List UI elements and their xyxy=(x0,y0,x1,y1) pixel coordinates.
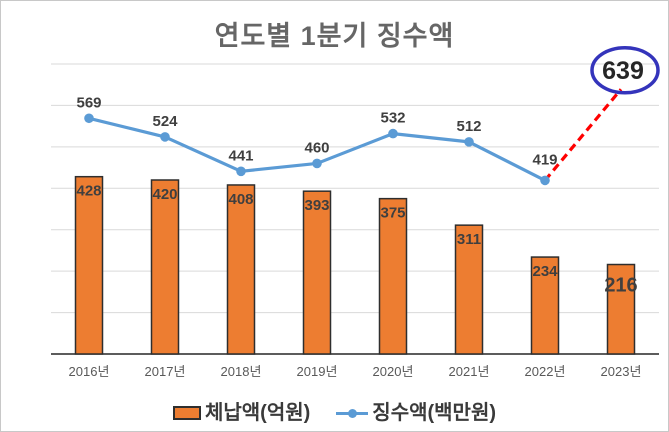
legend-line-series-label: 징수액(백만원) xyxy=(372,402,497,424)
line-value-label-2020: 532 xyxy=(380,110,405,127)
bar-2017 xyxy=(150,179,180,355)
legend: 체납액(억원) 징수액(백만원) xyxy=(1,403,668,423)
line-value-label-2021: 512 xyxy=(456,118,481,135)
bar-value-label-2022: 234 xyxy=(532,263,558,280)
line-point-2016 xyxy=(84,113,94,124)
x-axis-label-2022: 2022년 xyxy=(525,364,566,379)
x-axis-label-2021: 2021년 xyxy=(449,364,490,379)
bar-value-label-2019: 393 xyxy=(304,197,329,214)
projection-dashed-line xyxy=(543,88,623,182)
line-point-2018 xyxy=(236,166,246,177)
bar-value-label-2020: 375 xyxy=(380,205,405,222)
line-point-2017 xyxy=(160,132,170,142)
line-point-2022 xyxy=(540,175,550,186)
legend-bar-swatch-icon xyxy=(172,406,201,420)
line-value-label-2016: 569 xyxy=(76,94,101,111)
bar-value-label-2016: 428 xyxy=(76,183,101,200)
bar-2022 xyxy=(530,256,560,355)
line-point-2020 xyxy=(388,128,398,139)
bar-value-label-2021: 311 xyxy=(457,231,481,248)
line-value-label-2018: 441 xyxy=(228,147,253,164)
bar-value-label-2018: 408 xyxy=(228,191,253,208)
legend-item-line-series: 징수액(백만원) xyxy=(336,403,496,423)
line-point-2021 xyxy=(464,137,474,147)
chart-title: 연도별 1분기 징수액 xyxy=(214,21,455,51)
line-value-label-2019: 460 xyxy=(304,139,329,156)
bar-2023 xyxy=(606,263,636,355)
x-axis-label-2020: 2020년 xyxy=(373,364,414,379)
bar-2021 xyxy=(454,224,484,355)
bar-2019 xyxy=(302,190,332,355)
legend-line-swatch-icon xyxy=(336,407,369,419)
x-axis-label-2016: 2016년 xyxy=(69,364,110,379)
x-axis-label-2018: 2018년 xyxy=(221,364,262,379)
line-point-2019 xyxy=(312,158,322,169)
bar-value-label-2023: 216 xyxy=(604,275,637,297)
bar-2016 xyxy=(74,175,104,355)
legend-item-bar-series: 체납액(억원) xyxy=(172,402,311,424)
x-axis-label-2017: 2017년 xyxy=(145,364,186,379)
bar-value-label-2017: 420 xyxy=(152,186,177,203)
x-axis-label-2019: 2019년 xyxy=(297,364,338,379)
x-axis-label-2023: 2023년 xyxy=(601,364,642,379)
highlight-circle-icon xyxy=(590,46,660,95)
legend-bar-series-label: 체납액(억원) xyxy=(204,402,311,424)
line-value-label-2017: 524 xyxy=(152,113,178,130)
bar-2020 xyxy=(378,197,408,355)
bar-2018 xyxy=(226,184,256,355)
projection-value-label: 639 xyxy=(602,57,644,85)
line-value-label-2022: 419 xyxy=(532,151,557,168)
